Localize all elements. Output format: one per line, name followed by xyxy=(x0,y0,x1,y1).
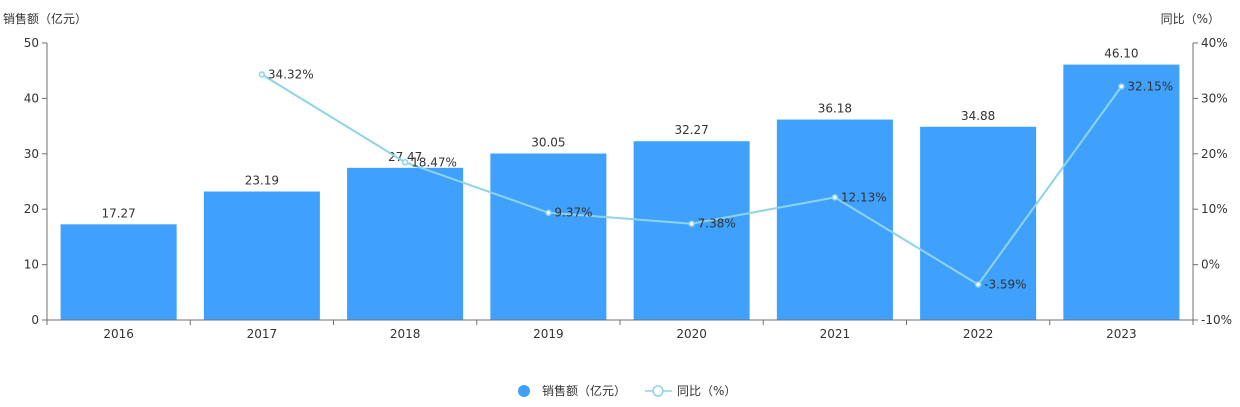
bar-value-label: 23.19 xyxy=(245,174,279,188)
bar xyxy=(203,191,320,320)
yoy-value-label: 9.37% xyxy=(554,206,592,220)
bar-value-label: 34.88 xyxy=(961,109,995,123)
right-axis-tick-label: 20% xyxy=(1201,147,1228,161)
left-axis-tick-label: 10 xyxy=(24,258,39,272)
yoy-point xyxy=(688,220,695,227)
yoy-value-label: -3.59% xyxy=(984,277,1026,291)
bar-value-label: 30.05 xyxy=(531,136,565,150)
yoy-value-label: 7.38% xyxy=(698,217,736,231)
legend-line-point xyxy=(652,385,664,397)
right-axis-tick-label: -10% xyxy=(1201,313,1232,327)
bar xyxy=(490,153,607,320)
x-axis-tick-label: 2023 xyxy=(1106,327,1137,341)
x-axis-tick-label: 2022 xyxy=(963,327,994,341)
right-axis-tick-label: 40% xyxy=(1201,36,1228,50)
legend-item-yoy[interactable]: 同比（%） xyxy=(645,384,736,398)
right-axis-title: 同比（%） xyxy=(1161,12,1220,26)
left-axis-title: 销售额（亿元） xyxy=(3,11,87,26)
bar xyxy=(1063,64,1180,320)
legend[interactable]: 销售额（亿元） 同比（%） xyxy=(518,383,736,398)
legend-item-sales[interactable]: 销售额（亿元） xyxy=(518,383,626,398)
x-axis-tick-label: 2021 xyxy=(820,327,851,341)
bar xyxy=(60,224,177,320)
x-axis: 2016 2017 2018 2019 2020 2021 2022 2023 xyxy=(46,319,1194,341)
legend-label-sales: 销售额（亿元） xyxy=(542,383,626,398)
right-axis: -10% 0% 10% 20% 30% 40% xyxy=(1192,36,1232,327)
x-axis-tick-label: 2016 xyxy=(103,327,134,341)
right-axis-tick-label: 0% xyxy=(1201,258,1220,272)
yoy-point xyxy=(545,209,552,216)
bar-value-label: 36.18 xyxy=(818,102,852,116)
yoy-value-label: 12.13% xyxy=(841,190,887,204)
bar-value-label: 46.10 xyxy=(1104,47,1138,61)
yoy-point xyxy=(831,194,839,201)
bar xyxy=(920,126,1037,320)
legend-bar-marker xyxy=(518,385,530,397)
left-axis-tick-label: 50 xyxy=(24,36,39,50)
yoy-value-label: 32.15% xyxy=(1127,79,1173,93)
bar-value-label: 17.27 xyxy=(101,206,135,220)
legend-label-yoy: 同比（%） xyxy=(677,384,736,398)
x-axis-tick-label: 2018 xyxy=(390,327,421,341)
left-axis: 0 10 20 30 40 50 xyxy=(24,36,48,327)
yoy-point xyxy=(258,71,266,78)
x-axis-tick-label: 2020 xyxy=(676,327,707,341)
left-axis-tick-label: 30 xyxy=(24,147,39,161)
left-axis-tick-label: 40 xyxy=(24,91,39,105)
left-axis-tick-label: 0 xyxy=(31,313,39,327)
bar xyxy=(347,167,464,320)
yoy-value-label: 18.47% xyxy=(411,155,457,169)
bar xyxy=(633,141,750,320)
x-axis-tick-label: 2017 xyxy=(247,327,278,341)
right-axis-tick-label: 30% xyxy=(1201,91,1228,105)
right-axis-tick-label: 10% xyxy=(1201,202,1228,216)
bar-value-label: 27.47 xyxy=(388,150,422,164)
left-axis-tick-label: 20 xyxy=(24,202,39,216)
yoy-point xyxy=(401,159,409,166)
bar-series xyxy=(60,64,1180,320)
line-series: 34.32% 18.47% 9.37% 7.38% 12.13% -3.59% 32.15% xyxy=(258,67,1173,291)
yoy-point xyxy=(1118,83,1125,90)
yoy-point xyxy=(974,281,982,288)
bar-data-labels: 17.27 23.19 27.47 30.05 32.27 36.18 34.88 46.10 xyxy=(101,47,1138,221)
bar-value-label: 32.27 xyxy=(674,123,708,137)
x-axis-tick-label: 2019 xyxy=(533,327,564,341)
yoy-value-label: 34.32% xyxy=(268,67,314,81)
bar xyxy=(776,119,893,320)
